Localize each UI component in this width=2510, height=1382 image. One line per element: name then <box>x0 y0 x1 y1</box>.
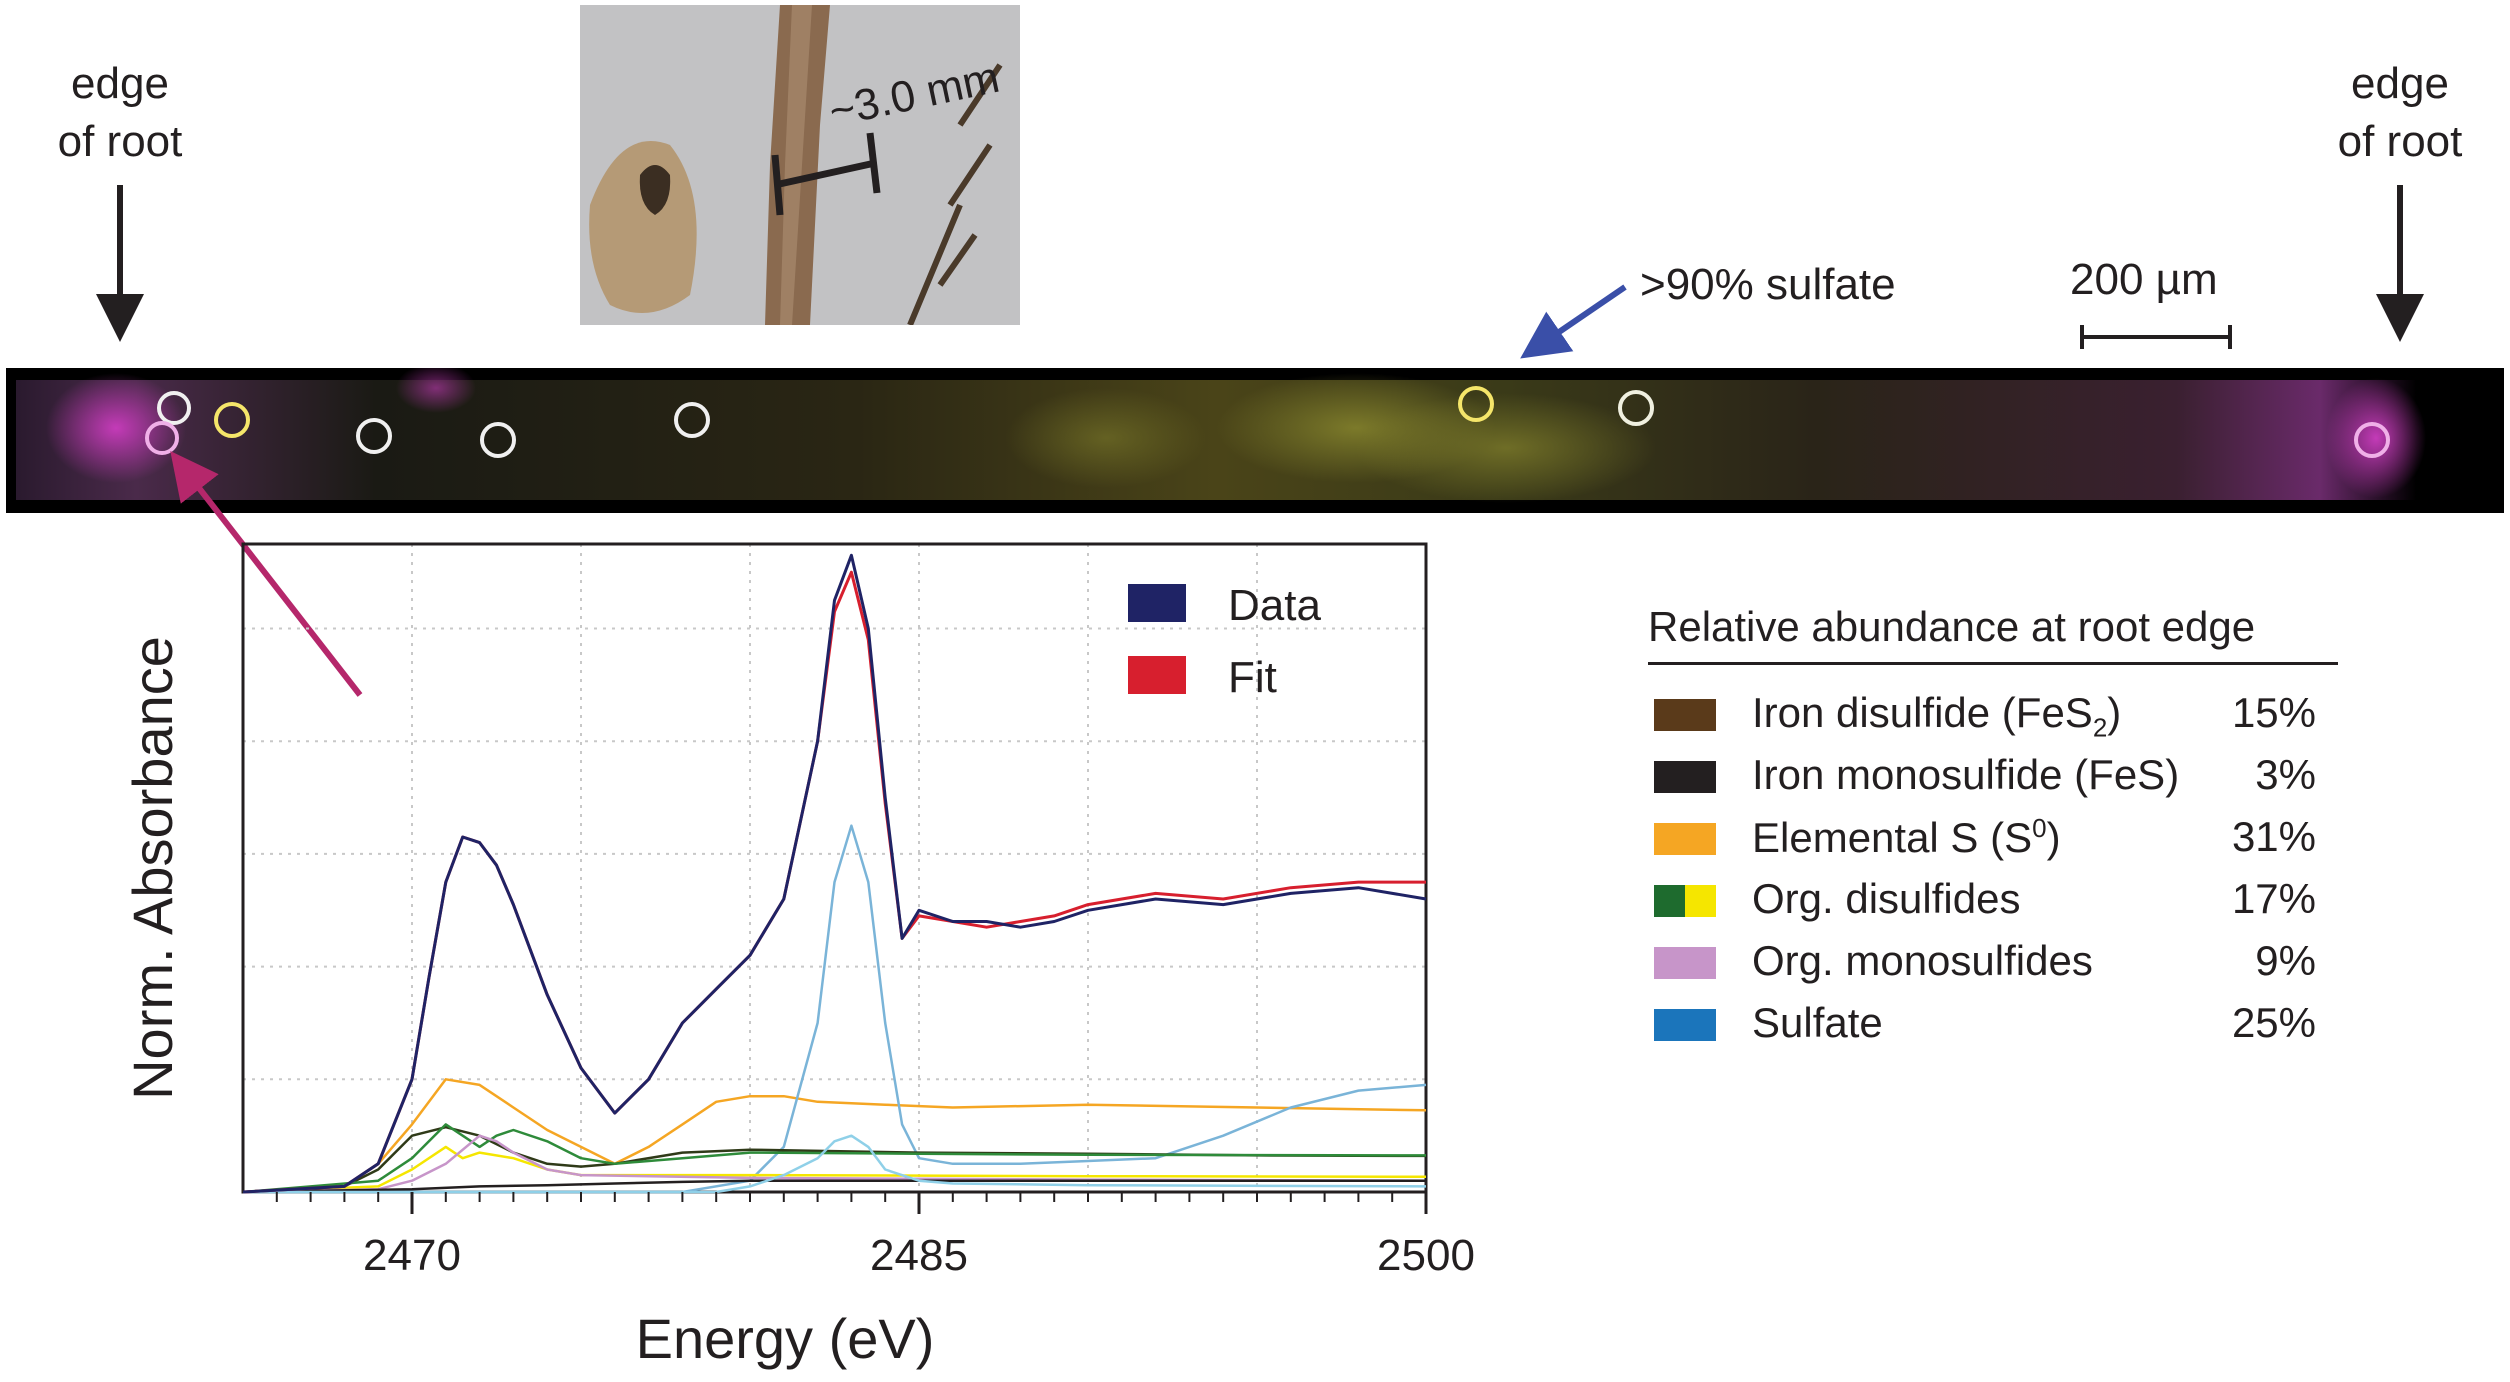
plot-frame <box>241 542 1428 1194</box>
edge-of-root-left-label: edge of root <box>57 59 183 166</box>
legend-label-data: Data <box>1228 581 1321 630</box>
abundance-species-name: Org. monosulfides <box>1752 937 2093 984</box>
abundance-legend-rows: Iron disulfide (FeS2) 15% Iron monosulfide… <box>1648 665 2338 1053</box>
abundance-percent: 15% <box>2231 689 2316 736</box>
series-line-component-3 <box>243 824 1427 1194</box>
xrf-map-strip <box>6 368 2504 513</box>
x-tick-label: 2500 <box>1377 1231 1475 1280</box>
series-line-component-6 <box>242 1145 1427 1194</box>
sulfate-annotation: >90% sulfate <box>1640 260 1896 309</box>
abundance-legend-row: Org. disulfides 17% <box>1648 867 2338 929</box>
abundance-legend-row: Org. monosulfides 9% <box>1648 929 2338 991</box>
abundance-swatch <box>1654 699 1716 731</box>
abundance-legend-row: Iron disulfide (FeS2) 15% <box>1648 681 2338 743</box>
abundance-legend-row: Iron monosulfide (FeS) 3% <box>1648 743 2338 805</box>
series-line-component-5 <box>242 1123 1427 1194</box>
abundance-swatch <box>1654 947 1716 979</box>
abundance-legend-row: Elemental S (S0) 31% <box>1648 805 2338 867</box>
legend-swatch-fit <box>1128 656 1186 694</box>
scale-bar-label: 200 µm <box>2070 255 2218 304</box>
abundance-species-name: Iron disulfide (FeS2) <box>1752 689 2122 743</box>
abundance-percent: 25% <box>2231 999 2316 1046</box>
abundance-species-name: Iron monosulfide (FeS) <box>1752 751 2180 798</box>
root-photo-inset: ~3.0 mm <box>580 5 1020 325</box>
y-axis-label: Norm. Absorbance <box>121 636 184 1100</box>
abundance-legend-title: Relative abundance at root edge <box>1648 600 2338 665</box>
series-line-data <box>242 553 1427 1194</box>
x-axis-ticks: 2470 2485 2500 <box>275 1192 1475 1280</box>
series-line-component-4 <box>242 1125 1427 1194</box>
abundance-swatch <box>1654 761 1716 793</box>
abundance-swatch <box>1654 823 1716 855</box>
abundance-legend: Relative abundance at root edge Iron dis… <box>1648 600 2338 1053</box>
abundance-species-name: Org. disulfides <box>1752 875 2021 922</box>
x-axis-label: Energy (eV) <box>636 1307 935 1370</box>
series-line-component-7 <box>242 1134 1427 1194</box>
abundance-species-name: Sulfate <box>1752 999 1883 1046</box>
abundance-legend-row: Sulfate 25% <box>1648 991 2338 1053</box>
edge-of-root-right-label: edge of root <box>2337 59 2463 166</box>
abundance-percent: 3% <box>2255 751 2316 798</box>
abundance-species-name: Elemental S (S0) <box>1752 813 2061 861</box>
abundance-swatch <box>1654 885 1716 917</box>
legend-swatch-data <box>1128 584 1186 622</box>
x-tick-label: 2485 <box>870 1231 968 1280</box>
abundance-percent: 17% <box>2231 875 2316 922</box>
abundance-percent: 9% <box>2255 937 2316 984</box>
x-tick-label: 2470 <box>363 1231 461 1280</box>
series-line-component-9 <box>243 1134 1427 1194</box>
legend-label-fit: Fit <box>1228 653 1277 702</box>
abundance-percent: 31% <box>2231 813 2316 860</box>
chart-grid <box>243 544 1427 1192</box>
abundance-swatch <box>1654 1009 1716 1041</box>
series-line-component-8 <box>242 1179 1426 1194</box>
series-line-component-2 <box>242 1078 1427 1194</box>
series-layer <box>242 553 1427 1194</box>
